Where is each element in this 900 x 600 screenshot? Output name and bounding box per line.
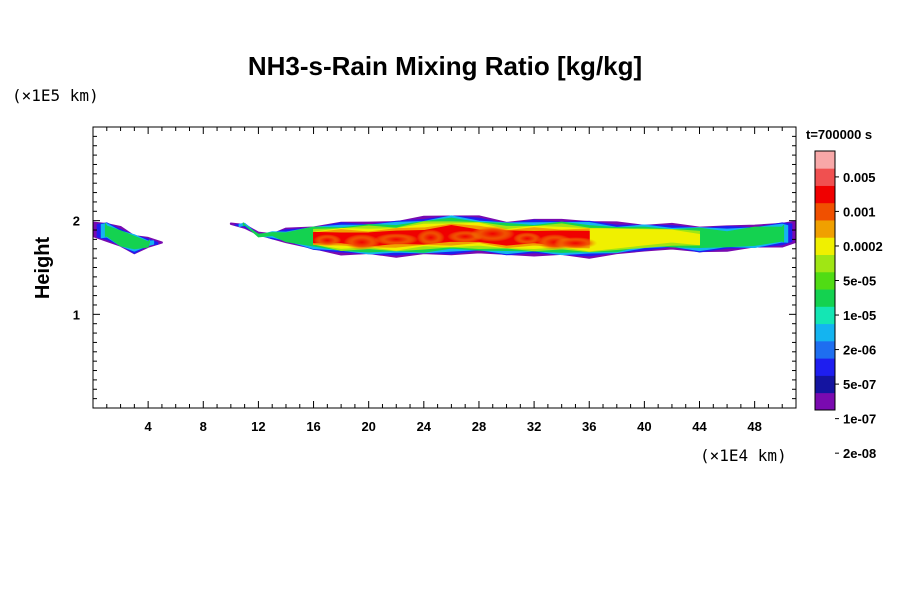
colorbar-swatch	[815, 392, 835, 411]
cloud-core	[374, 233, 419, 246]
colorbar-swatch	[815, 185, 835, 204]
colorbar-label: 5e-07	[843, 377, 876, 392]
cloud-core	[416, 229, 445, 246]
y-axis-label: Height	[32, 237, 54, 300]
plot-area: 4 8 12 16 20 24 28 32 36 40 44 48 12	[73, 126, 797, 434]
colorbar: 0.005 0.001 0.0002 5e-05 1e-05 2e-06 5e-07 1e-0…	[814, 150, 883, 461]
colorbar-label: 1e-07	[843, 412, 876, 427]
cloud-core	[513, 232, 542, 245]
cloud-core	[343, 234, 380, 251]
colorbar-label: 1e-05	[843, 308, 876, 323]
cloud-cores	[313, 225, 598, 251]
time-label: t=700000 s	[806, 127, 872, 142]
y-tick-label: 1	[73, 307, 80, 322]
y-axis: 12	[73, 135, 796, 400]
x-tick-label: 8	[200, 419, 207, 434]
colorbar-swatch	[815, 375, 835, 394]
colorbar-swatch	[815, 271, 835, 290]
colorbar-swatch	[815, 151, 835, 169]
colorbar-label: 5e-05	[843, 274, 876, 289]
colorbar-swatch	[815, 323, 835, 342]
colorbar-swatch	[815, 306, 835, 325]
x-axis: 4 8 12 16 20 24 28 32 36 40 44 48	[106, 127, 783, 434]
colorbar-swatch	[815, 202, 835, 221]
x-tick-label: 20	[361, 419, 375, 434]
colorbar-swatch	[815, 340, 835, 359]
cloud-core	[553, 237, 598, 250]
x-tick-label: 28	[472, 419, 486, 434]
colorbar-swatch	[815, 220, 835, 238]
x-tick-label: 24	[417, 419, 432, 434]
cloud-core	[470, 225, 515, 242]
x-tick-label: 4	[145, 419, 153, 434]
colorbar-label: 0.005	[843, 170, 876, 185]
colorbar-swatch	[815, 289, 835, 307]
colorbar-swatch	[815, 168, 835, 186]
colorbar-label: 0.001	[843, 204, 876, 219]
y-tick-label: 2	[73, 214, 80, 229]
y-unit-label: (×1E5 km)	[12, 86, 99, 105]
colorbar-swatch	[815, 254, 835, 273]
x-unit-label: (×1E4 km)	[700, 446, 787, 465]
cloud-core	[313, 234, 342, 247]
x-tick-label: 48	[747, 419, 761, 434]
x-tick-label: 40	[637, 419, 651, 434]
x-tick-label: 32	[527, 419, 541, 434]
plot-background	[93, 127, 796, 408]
x-tick-label: 16	[306, 419, 320, 434]
x-tick-label: 44	[692, 419, 707, 434]
x-tick-label: 36	[582, 419, 596, 434]
colorbar-label: 2e-06	[843, 343, 876, 358]
chart-title: NH3-s-Rain Mixing Ratio [kg/kg]	[248, 51, 642, 81]
x-tick-label: 12	[251, 419, 265, 434]
colorbar-label: 0.0002	[843, 239, 883, 254]
colorbar-swatch	[815, 358, 835, 376]
colorbar-label: 2e-08	[843, 446, 876, 461]
colorbar-swatch	[815, 237, 835, 255]
cloud-band	[104, 223, 151, 250]
